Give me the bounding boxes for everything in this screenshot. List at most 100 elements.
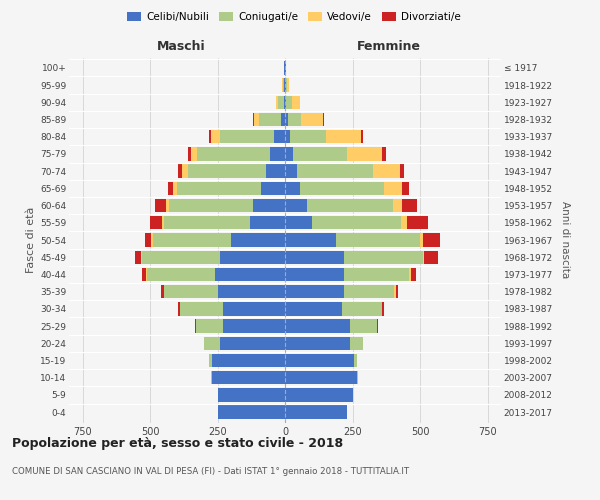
Bar (344, 268, 409, 281)
Bar (163, 285, 218, 298)
Bar (223, 320, 285, 333)
Bar (145, 234, 151, 246)
Bar (220, 250, 285, 264)
Bar (342, 302, 382, 316)
Bar (211, 371, 212, 384)
Bar (281, 113, 285, 126)
Bar (373, 164, 400, 178)
Bar (270, 147, 285, 160)
Bar (284, 78, 285, 92)
Bar (212, 354, 285, 367)
Bar (284, 96, 285, 109)
Bar (231, 234, 285, 246)
Bar (151, 234, 152, 246)
Bar (250, 216, 285, 230)
Bar (285, 164, 297, 178)
Bar (344, 250, 422, 264)
Bar (424, 250, 437, 264)
Bar (393, 199, 403, 212)
Bar (285, 302, 342, 316)
Bar (266, 164, 285, 178)
Bar (276, 96, 278, 109)
Bar (253, 199, 285, 212)
Bar (285, 234, 337, 246)
Bar (420, 234, 422, 246)
Bar (356, 371, 358, 384)
Bar (347, 147, 382, 160)
Bar (215, 268, 285, 281)
Bar (285, 406, 347, 419)
Bar (260, 182, 285, 195)
Bar (188, 164, 266, 178)
Bar (382, 302, 383, 316)
Bar (169, 199, 253, 212)
Bar (146, 268, 148, 281)
Bar (220, 130, 274, 143)
Bar (403, 199, 418, 212)
Bar (218, 406, 285, 419)
Y-axis label: Anni di nascita: Anni di nascita (560, 202, 569, 278)
Bar (161, 285, 163, 298)
Bar (423, 250, 424, 264)
Bar (152, 234, 231, 246)
Bar (403, 182, 409, 195)
Bar (409, 268, 410, 281)
Bar (285, 216, 312, 230)
Bar (377, 320, 378, 333)
Bar (285, 78, 286, 92)
Bar (142, 268, 146, 281)
Bar (285, 371, 356, 384)
Bar (173, 182, 177, 195)
Bar (337, 234, 420, 246)
Bar (283, 78, 284, 92)
Bar (285, 96, 286, 109)
Bar (188, 147, 191, 160)
Bar (350, 320, 377, 333)
Bar (361, 130, 364, 143)
Text: Femmine: Femmine (356, 40, 421, 53)
Bar (211, 130, 220, 143)
Bar (394, 285, 396, 298)
Bar (285, 113, 288, 126)
Bar (285, 320, 350, 333)
Bar (297, 164, 373, 178)
Bar (410, 268, 416, 281)
Bar (285, 182, 300, 195)
Bar (135, 250, 140, 264)
Bar (344, 285, 394, 298)
Bar (274, 130, 285, 143)
Bar (254, 113, 259, 126)
Bar (285, 336, 350, 350)
Bar (285, 285, 344, 298)
Bar (167, 182, 173, 195)
Bar (286, 78, 287, 92)
Bar (407, 216, 428, 230)
Bar (259, 113, 281, 126)
Text: Popolazione per età, sesso e stato civile - 2018: Popolazione per età, sesso e stato civil… (12, 438, 343, 450)
Bar (396, 285, 398, 298)
Bar (323, 113, 324, 126)
Bar (197, 147, 270, 160)
Bar (312, 216, 401, 230)
Bar (166, 199, 169, 212)
Bar (182, 164, 188, 178)
Bar (300, 182, 383, 195)
Bar (209, 354, 212, 367)
Bar (220, 336, 285, 350)
Bar (212, 371, 285, 384)
Bar (196, 320, 223, 333)
Bar (423, 234, 440, 246)
Bar (209, 130, 211, 143)
Bar (223, 302, 285, 316)
Text: Maschi: Maschi (157, 40, 206, 53)
Bar (290, 130, 325, 143)
Bar (194, 320, 196, 333)
Bar (285, 388, 353, 402)
Bar (301, 113, 323, 126)
Text: COMUNE DI SAN CASCIANO IN VAL DI PESA (FI) - Dati ISTAT 1° gennaio 2018 - TUTTIT: COMUNE DI SAN CASCIANO IN VAL DI PESA (F… (12, 468, 409, 476)
Bar (218, 388, 285, 402)
Bar (180, 302, 223, 316)
Bar (150, 216, 162, 230)
Bar (162, 216, 163, 230)
Bar (292, 96, 300, 109)
